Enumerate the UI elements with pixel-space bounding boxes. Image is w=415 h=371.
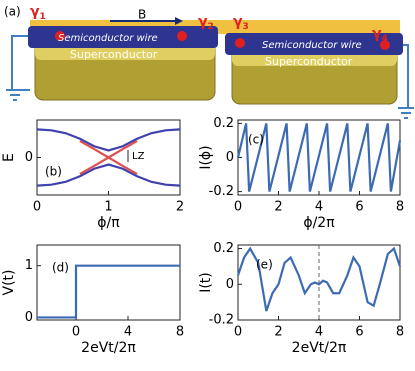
x-tick-label: 1	[104, 200, 112, 215]
x-axis-label: ϕ/π	[97, 215, 120, 231]
majorana-dot	[235, 38, 245, 48]
y-tick-label: 0	[226, 277, 234, 292]
majorana-symbol: γ	[372, 26, 382, 42]
curve	[36, 128, 181, 152]
majorana-symbol: γ	[233, 14, 243, 30]
panel-label: (a)	[4, 5, 21, 19]
majorana-index: 2	[208, 22, 214, 32]
curve	[37, 264, 180, 319]
schematic: (a) B Semiconductor wire Semiconductor w…	[4, 5, 414, 119]
x-tick-label: 6	[355, 200, 363, 215]
x-tick-label: 0	[33, 200, 41, 215]
x-tick-label: 4	[315, 325, 323, 340]
wire	[28, 26, 218, 48]
x-tick-label: 0	[234, 200, 242, 215]
y-axis-label: V(t)	[1, 270, 17, 296]
x-tick-label: 2	[274, 325, 282, 340]
superconductor-label: Superconductor	[70, 48, 158, 61]
x-tick-label: 2	[176, 200, 184, 215]
wire	[225, 33, 403, 55]
x-tick-label: 8	[396, 325, 404, 340]
majorana-index: 3	[243, 22, 249, 32]
majorana-index: 4	[382, 34, 388, 44]
x-axis-label: 2eVt/2π	[292, 340, 347, 356]
y-tick-label: -0.2	[209, 184, 234, 199]
x-axis-label: ϕ/2π	[303, 215, 335, 231]
curve	[36, 163, 181, 187]
majorana-index: 1	[40, 12, 46, 22]
y-tick-label: 0	[226, 150, 234, 165]
x-tick-label: 0	[234, 325, 242, 340]
field-label: B	[138, 8, 146, 22]
y-axis-label: I(ϕ)	[198, 145, 214, 169]
x-tick-label: 8	[396, 200, 404, 215]
majorana-dot	[177, 31, 187, 41]
y-tick-label: -0.2	[209, 313, 234, 328]
panel-label: (d)	[52, 261, 69, 275]
wire-label: Semiconductor wire	[262, 40, 362, 51]
y-axis-label: E	[1, 153, 17, 162]
majorana-label: γ3	[233, 14, 249, 32]
arrow-head	[175, 17, 183, 25]
axes-frame	[36, 244, 181, 321]
majorana-label: γ1	[30, 4, 46, 22]
x-tick-label: 4	[315, 200, 323, 215]
panel-label: (c)	[248, 133, 264, 147]
y-tick-label: 0.2	[213, 116, 234, 131]
majorana-dot	[55, 31, 65, 41]
curve	[79, 140, 138, 175]
superconductor-label: Superconductor	[265, 55, 353, 68]
x-tick-label: 4	[124, 325, 132, 340]
x-tick-label: 0	[72, 325, 80, 340]
curve	[236, 123, 402, 192]
wire-label: Semiconductor wire	[58, 33, 158, 44]
majorana-label: γ4	[372, 26, 388, 44]
x-tick-label: 2	[274, 200, 282, 215]
x-axis-label: 2eVt/2π	[81, 340, 136, 356]
x-tick-label: 6	[355, 325, 363, 340]
y-tick-label: 0.2	[213, 241, 234, 256]
panel-label: (b)	[45, 165, 62, 179]
curve	[236, 246, 402, 312]
y-tick-label: 0	[25, 150, 33, 165]
y-axis-label: I(t)	[198, 272, 214, 293]
annotation: LZ	[132, 151, 145, 162]
ground	[6, 35, 30, 101]
majorana-label: γ2	[198, 14, 214, 32]
majorana-symbol: γ	[198, 14, 208, 30]
ground	[398, 44, 414, 119]
x-tick-label: 8	[176, 325, 184, 340]
majorana-dot	[380, 40, 390, 50]
panel-label: (e)	[256, 258, 273, 272]
majorana-symbol: γ	[30, 4, 40, 20]
y-tick-label: 0	[25, 310, 33, 325]
y-tick-label: 1	[25, 258, 33, 273]
